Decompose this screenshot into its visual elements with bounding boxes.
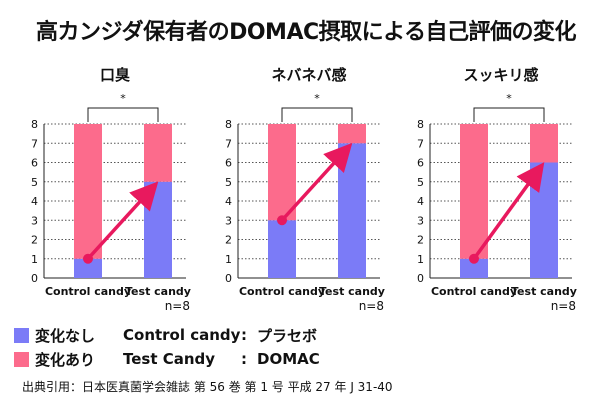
y-tick-label: 7 [31,137,38,150]
y-tick-label: 4 [31,195,38,208]
y-tick-label: 1 [417,253,424,266]
y-tick-label: 3 [417,214,424,227]
bar-segment-changed [74,124,102,259]
trend-arrow [280,142,353,222]
legend-value: プラセボ [257,326,318,345]
x-tick-label: Test candy [125,285,191,298]
y-tick-label: 7 [417,137,424,150]
significance-bracket [281,107,353,122]
y-tick-label: 3 [31,214,38,227]
legend-colon: : [241,350,247,368]
bar-segment-no-change [338,143,366,278]
y-tick-label: 7 [225,137,232,150]
panel-title: スッキリ感 [463,66,538,84]
y-tick-label: 6 [225,157,232,170]
y-tick-label: 0 [31,272,38,285]
bar-segment-changed [530,124,558,163]
y-tick-label: 2 [225,234,232,247]
y-tick-label: 8 [225,118,232,131]
x-tick-label: Test candy [319,285,385,298]
legend-group: Test Candy [123,350,216,368]
sample-size-label: n=8 [165,299,190,313]
legend-item-no-change: 変化なし Control candy : プラセボ [14,326,318,345]
bar-segment-changed [268,124,296,221]
bar-segment-no-change [144,181,172,278]
bar-segment-changed [338,124,366,144]
y-tick-label: 1 [225,253,232,266]
bar-segment-no-change [268,220,296,278]
sample-size-label: n=8 [551,299,576,313]
y-tick-label: 2 [31,234,38,247]
y-tick-label: 5 [225,176,232,189]
y-tick-label: 4 [225,195,232,208]
y-tick-label: 6 [31,157,38,170]
significance-marker: * [120,92,126,105]
y-tick-label: 5 [31,176,38,189]
y-tick-label: 5 [417,176,424,189]
y-tick-label: 1 [31,253,38,266]
bar-segment-changed [144,124,172,182]
bar-segment-no-change [74,258,102,278]
trend-start-dot [83,253,93,264]
y-tick-label: 6 [417,157,424,170]
significance-marker: * [314,92,320,105]
charts-area: 口臭 0 1 2 3 4 5 6 7 8 Control candy Test candy * n=8 ネバ… [0,62,612,322]
y-tick-label: 4 [417,195,424,208]
legend-label: 変化あり [35,350,96,369]
x-tick-label: Control candy [431,285,517,298]
trend-arrow [472,162,545,260]
sample-size-label: n=8 [359,299,384,313]
legend-value: DOMAC [257,350,320,368]
trend-start-dot [469,253,479,264]
bar-segment-no-change [460,258,488,278]
y-tick-label: 0 [225,272,232,285]
x-tick-label: Control candy [239,285,325,298]
x-tick-label: Test candy [511,285,577,298]
panel-title: ネバネバ感 [271,66,346,84]
y-tick-label: 8 [31,118,38,131]
significance-bracket [87,107,159,122]
trend-start-dot [277,215,287,226]
legend-group: Control candy [123,326,241,344]
legend-swatch-changed [14,351,29,367]
panel-title: 口臭 [100,66,130,84]
trend-arrow [86,181,159,260]
main-title: 高カンジダ保有者のDOMAC摂取による自己評価の変化 [36,20,576,45]
y-tick-label: 3 [225,214,232,227]
legend-colon: : [241,326,247,344]
legend-item-changed: 変化あり Test Candy : DOMAC [14,350,320,369]
y-tick-label: 2 [417,234,424,247]
significance-bracket [473,107,545,122]
x-tick-label: Control candy [45,285,131,298]
legend-swatch-no-change [14,327,29,343]
bar-segment-no-change [530,162,558,278]
significance-marker: * [506,92,512,105]
y-tick-label: 0 [417,272,424,285]
citation: 出典引用：日本医真菌学会雑誌 第 56 巻 第 1 号 平成 27 年 J 31… [22,380,393,394]
bar-segment-changed [460,124,488,259]
y-tick-label: 8 [417,118,424,131]
legend-label: 変化なし [35,326,96,345]
